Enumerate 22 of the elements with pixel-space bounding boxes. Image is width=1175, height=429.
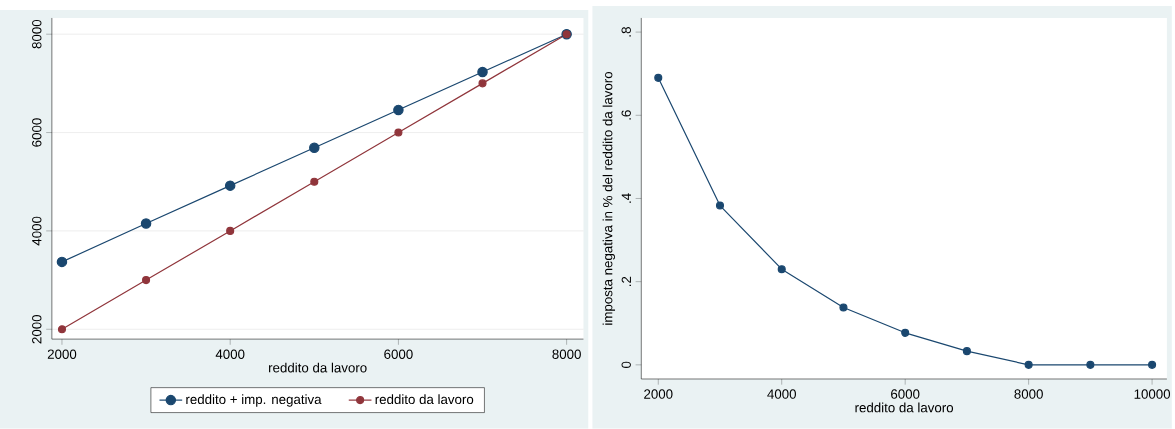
x-axis-title: reddito da lavoro [269, 362, 367, 373]
y-tick-label: .6 [621, 110, 631, 120]
y-tick-label: .4 [621, 193, 631, 203]
x-tick-label: 4000 [215, 349, 245, 359]
x-tick-label: 2000 [47, 349, 77, 359]
y-tick-label: 4000 [32, 216, 42, 246]
y-tick-label: 6000 [32, 118, 42, 147]
legend-label: reddito da lavoro [375, 394, 474, 405]
x-tick-label: 6000 [891, 389, 920, 399]
x-tick-label: 10000 [1134, 389, 1171, 399]
y-tick-label: 8000 [32, 19, 42, 49]
y-tick-label: .8 [621, 27, 631, 37]
x-axis-title: reddito da lavoro [855, 402, 954, 413]
x-tick-label: 8000 [552, 349, 581, 359]
y-tick-label: 0 [621, 361, 631, 369]
y-axis-title: imposta negativa in % del reddito da lavoro [602, 72, 616, 325]
x-tick-label: 2000 [644, 389, 673, 399]
y-tick-label: .2 [621, 276, 631, 287]
x-tick-label: 6000 [384, 349, 413, 359]
legend-label: reddito + imp. negativa [186, 394, 322, 407]
x-tick-label: 4000 [767, 389, 796, 399]
x-tick-label: 8000 [1014, 389, 1043, 399]
